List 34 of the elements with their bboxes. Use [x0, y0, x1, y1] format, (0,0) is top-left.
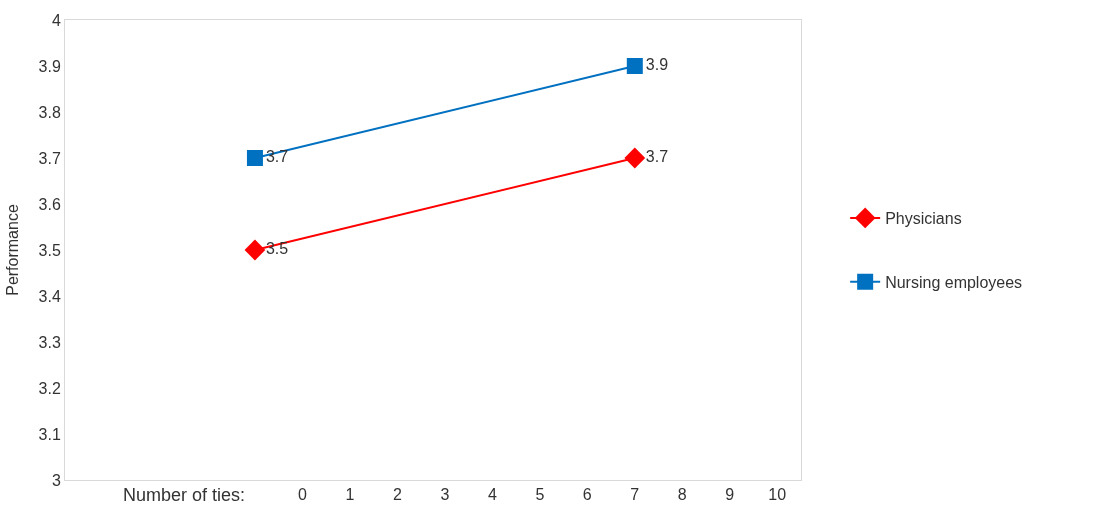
y-tick-label: 3.7	[38, 149, 61, 167]
x-tick-label: 9	[725, 486, 735, 504]
y-tick-label: 3.1	[38, 425, 61, 443]
x-tick-label: 6	[582, 486, 592, 504]
x-tick-label: 10	[768, 486, 787, 504]
y-tick-label: 3.2	[38, 379, 61, 397]
data-label: 3.7	[265, 148, 289, 165]
legend-label: Physicians	[885, 210, 962, 228]
x-tick-label: 1	[345, 486, 355, 504]
y-tick-label: 3.3	[38, 333, 61, 351]
x-tick-label: 8	[677, 486, 687, 504]
point	[624, 147, 646, 169]
point	[244, 239, 266, 261]
data-label: 3.5	[265, 240, 289, 257]
y-tick-label: 3.4	[38, 287, 61, 305]
y-tick-label: 3.8	[38, 103, 61, 121]
x-tick-label: 5	[535, 486, 545, 504]
y-axis-title: Performance	[4, 204, 22, 296]
x-axis-title: Number of ties:	[123, 485, 246, 505]
y-tick-label: 3.9	[38, 57, 61, 75]
y-tick-label: 4	[51, 11, 61, 29]
x-tick-label: 7	[630, 486, 640, 504]
y-tick-label: 3	[51, 471, 61, 489]
point	[626, 58, 643, 74]
x-tick-label: 4	[487, 486, 497, 504]
x-tick-label: 0	[297, 486, 307, 504]
x-tick-label: 2	[392, 486, 402, 504]
y-tick-label: 3.5	[38, 241, 61, 259]
data-label: 3.7	[645, 148, 669, 165]
x-tick-label: 3	[440, 486, 450, 504]
point	[246, 150, 263, 166]
y-tick-label: 3.6	[38, 195, 61, 213]
legend-label: Nursing employees	[885, 273, 1023, 291]
data-label: 3.9	[645, 56, 669, 73]
